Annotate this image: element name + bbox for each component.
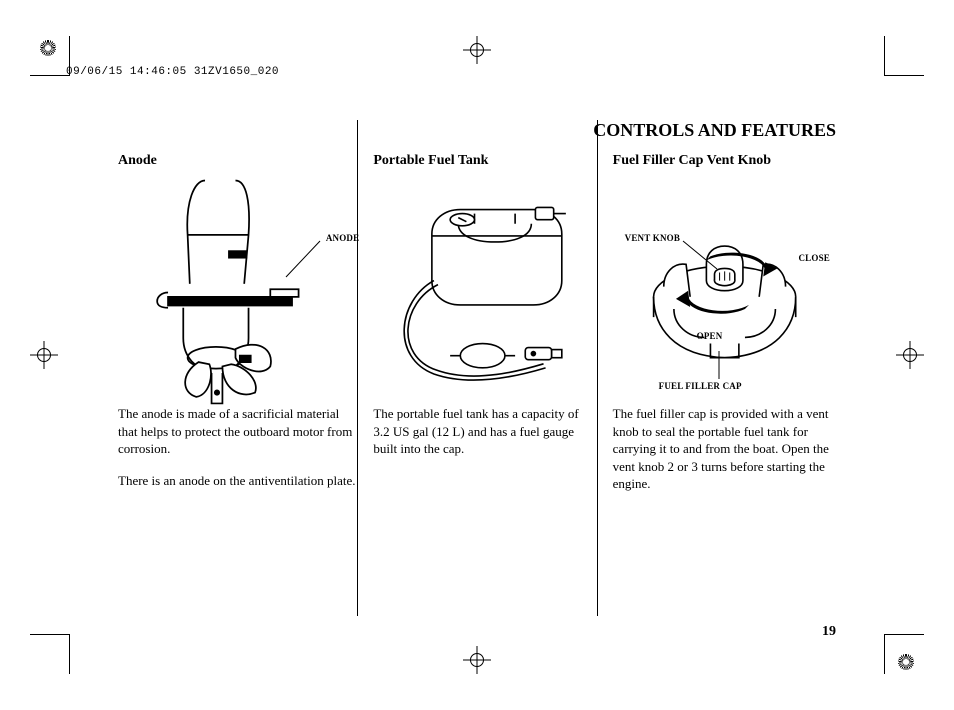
content-area: CONTROLS AND FEATURES Anode [118, 120, 836, 610]
filler-cap-illustration-icon [613, 175, 836, 408]
columns: Anode [118, 153, 836, 593]
body-tank: The portable fuel tank has a capacity of… [373, 405, 596, 458]
body-cap: The fuel filler cap is provided with a v… [613, 405, 836, 493]
label-vent-knob: VENT KNOB [625, 233, 680, 243]
registration-mark-top [463, 36, 491, 64]
fuel-tank-illustration-icon [373, 175, 596, 408]
column-cap: Fuel Filler Cap Vent Knob [597, 153, 836, 593]
page-title: CONTROLS AND FEATURES [118, 120, 836, 141]
crop-mark-tr [884, 36, 924, 76]
figure-cap: VENT KNOB CLOSE OPEN FUEL FILLER CAP [613, 175, 836, 405]
anode-illustration-icon [118, 175, 357, 425]
label-open: OPEN [697, 331, 723, 341]
registration-mark-bottom [463, 646, 491, 674]
manual-page: 09/06/15 14:46:05 31ZV1650_020 CONTROLS … [0, 0, 954, 710]
registration-mark-left [30, 341, 58, 369]
column-anode: Anode [118, 153, 357, 593]
figure-tank [373, 175, 596, 405]
figure-anode: ANODE [118, 175, 357, 405]
sunburst-br-icon [896, 652, 916, 672]
label-close: CLOSE [798, 253, 830, 263]
heading-tank: Portable Fuel Tank [373, 153, 596, 169]
leader-vent [683, 237, 684, 238]
leader-cap [719, 361, 720, 362]
heading-anode: Anode [118, 153, 357, 169]
label-filler-cap: FUEL FILLER CAP [659, 381, 742, 391]
anode-para-2: There is an anode on the antiventilation… [118, 472, 357, 490]
label-anode: ANODE [326, 233, 360, 243]
page-number: 19 [822, 624, 836, 640]
heading-cap: Fuel Filler Cap Vent Knob [613, 153, 836, 169]
registration-mark-right [896, 341, 924, 369]
column-tank: Portable Fuel Tank [357, 153, 596, 593]
sunburst-tl-icon [38, 38, 58, 58]
crop-mark-bl [30, 634, 70, 674]
header-stamp: 09/06/15 14:46:05 31ZV1650_020 [66, 66, 279, 78]
tank-para-1: The portable fuel tank has a capacity of… [373, 405, 596, 458]
cap-para-1: The fuel filler cap is provided with a v… [613, 405, 836, 493]
leader-anode [320, 237, 321, 238]
